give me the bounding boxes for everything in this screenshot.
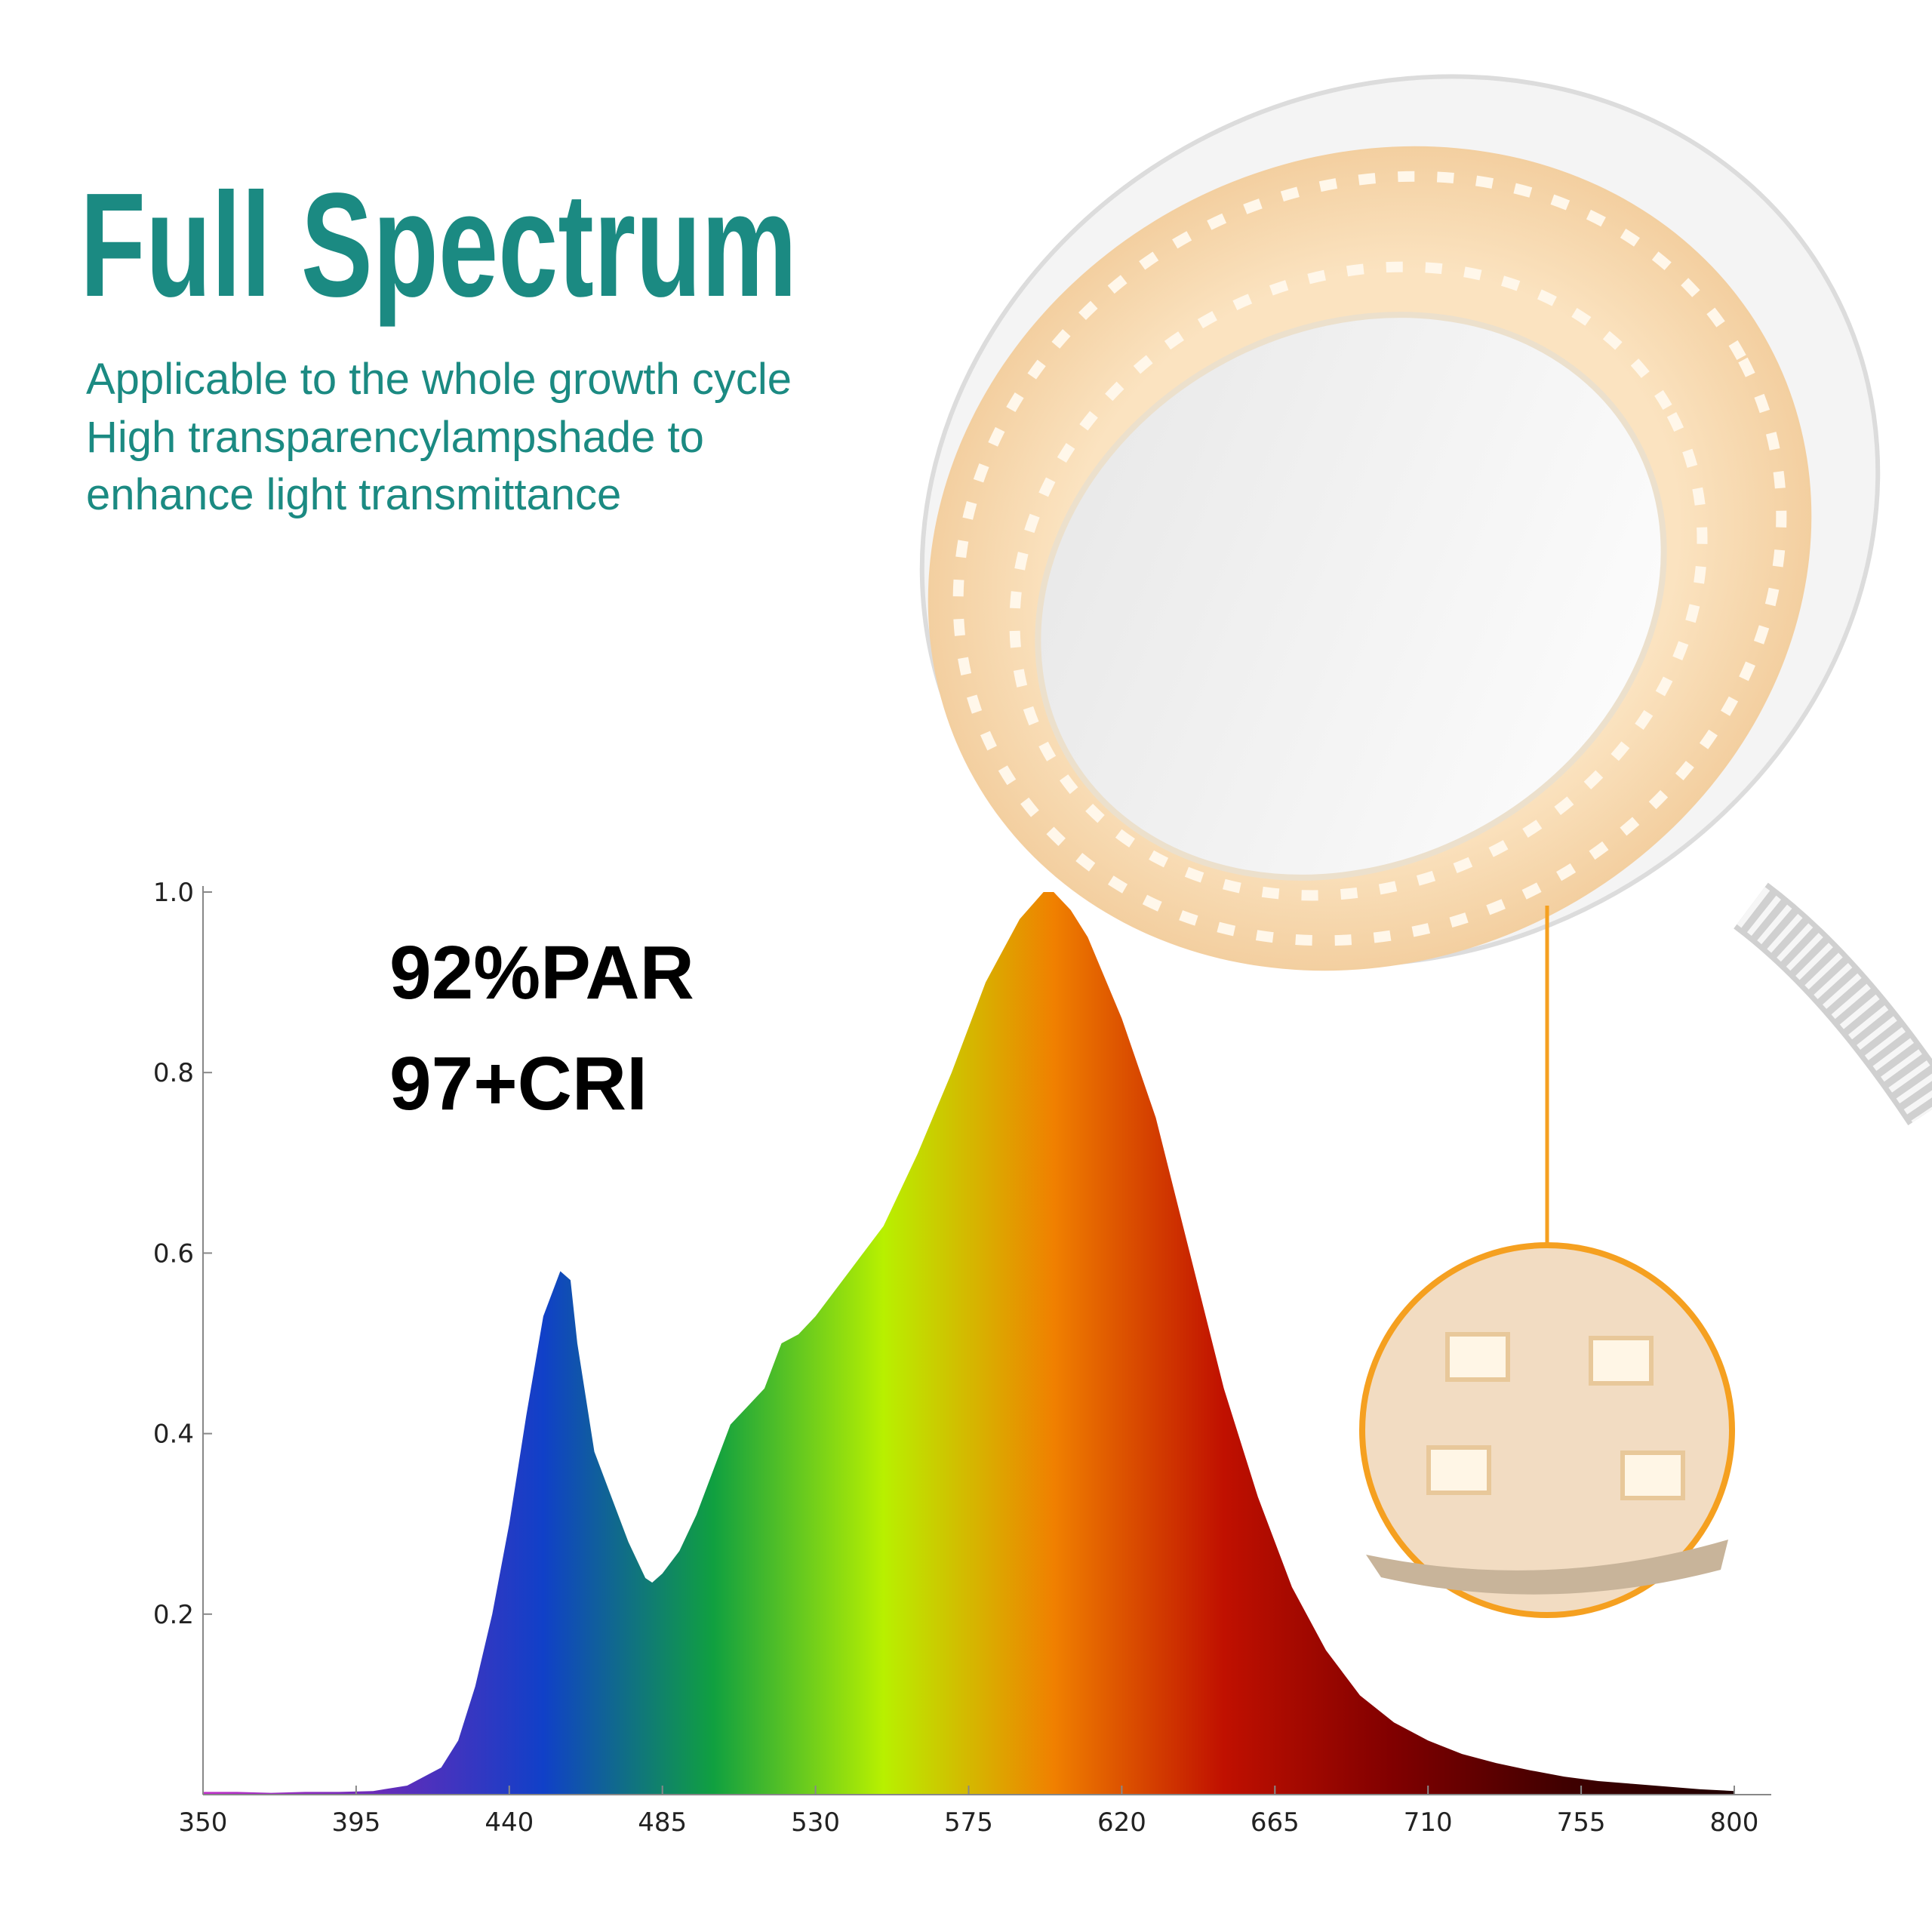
x-tick-label: 395 [331,1807,380,1838]
x-tick-label: 440 [485,1807,534,1838]
zoom-led [1620,1451,1685,1500]
led-ring-outer [952,171,1787,946]
x-tick-label: 755 [1557,1807,1606,1838]
x-tick-label: 710 [1404,1807,1453,1838]
title: Full Spectrum [80,162,797,328]
x-tick-label: 800 [1710,1807,1759,1838]
zoom-led [1426,1445,1491,1495]
x-tick-label: 575 [944,1807,993,1838]
y-tick-label: 1.0 [153,878,194,908]
zoom-led [1589,1336,1654,1386]
gooseneck [1737,887,1932,1123]
y-tick-label: 0.8 [153,1058,194,1088]
y-tick-label: 0.2 [153,1600,194,1630]
x-tick-label: 485 [638,1807,687,1838]
zoom-led [1445,1332,1510,1382]
annotation: 97+CRI [389,1041,648,1126]
x-tick-label: 530 [791,1807,840,1838]
plot: 0.2 0.4 0.6 0.8 1.0 350 395 440 485 530 575 620 665 7… [153,878,1771,1838]
x-tick-label: 350 [179,1807,228,1838]
subtitle-line: High transparencylampshade to [86,413,704,462]
subtitle-line: enhance light transmittance [86,470,621,519]
lamp-hole [1035,312,1667,881]
spectrum-area [203,892,1734,1795]
zoom-edge [1366,1540,1728,1595]
subtitle-line: Applicable to the whole growth cycle [86,355,792,404]
y-tick-label: 0.4 [153,1420,194,1450]
x-tick-label: 620 [1097,1807,1146,1838]
led-ring-inner [1009,261,1708,901]
annotation: 92%PAR [389,931,694,1015]
y-tick-label: 0.6 [153,1238,194,1269]
lamp-illustration [919,74,1932,1618]
x-tick-label: 665 [1251,1807,1300,1838]
